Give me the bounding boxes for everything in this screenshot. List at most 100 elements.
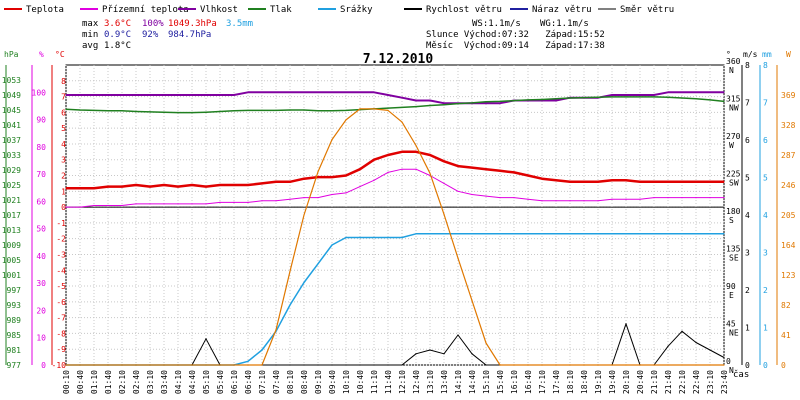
- stats-moon: Měsíc Východ:09:14 Západ:17:38: [426, 41, 605, 51]
- data-point: [205, 203, 207, 205]
- direction-tick-label: 45: [726, 320, 736, 329]
- data-point: [303, 281, 305, 284]
- data-point: [457, 103, 459, 105]
- data-point: [331, 176, 333, 178]
- ms-axis-tick-label: 3: [745, 249, 750, 258]
- data-point: [107, 94, 109, 96]
- data-point: [485, 102, 487, 104]
- x-tick-label: 07:40: [272, 370, 281, 394]
- data-point: [331, 91, 333, 93]
- data-point: [345, 109, 347, 111]
- direction-tick-label: 135: [726, 245, 741, 254]
- data-point: [485, 101, 487, 103]
- x-tick-label: 17:40: [552, 370, 561, 394]
- x-tick-label: 13:40: [440, 370, 449, 394]
- x-tick-label: 19:40: [608, 370, 617, 394]
- data-point: [709, 181, 711, 183]
- data-point: [233, 364, 235, 366]
- data-point: [65, 187, 67, 189]
- data-point: [555, 364, 557, 366]
- ms-axis-tick-label: 0: [745, 361, 750, 370]
- hpa-axis-tick-label: 1049: [2, 91, 21, 100]
- direction-tick-label: 180: [726, 207, 741, 216]
- ms-axis-tick-label: 1: [745, 324, 750, 333]
- data-point: [429, 172, 431, 174]
- data-point: [723, 233, 725, 235]
- celsius-axis-tick-label: 6: [61, 108, 66, 117]
- data-point: [345, 119, 347, 121]
- series-line-teplota: [66, 150, 724, 190]
- data-point: [373, 108, 375, 110]
- celsius-axis-tick-label: -4: [56, 266, 66, 275]
- data-point: [429, 233, 431, 235]
- data-point: [597, 96, 599, 98]
- hpa-axis-tick-label: 1025: [2, 181, 21, 190]
- data-point: [121, 110, 123, 112]
- data-point: [443, 160, 445, 162]
- x-tick-label: 04:40: [188, 370, 197, 394]
- data-point: [121, 364, 123, 366]
- data-point: [247, 109, 249, 111]
- celsius-axis-tick-label: 8: [61, 77, 66, 86]
- data-point: [261, 200, 263, 202]
- data-point: [709, 91, 711, 93]
- data-point: [317, 171, 319, 173]
- x-tick-label: 21:10: [650, 370, 659, 394]
- data-point: [135, 364, 137, 366]
- mm-axis-tick-label: 3: [763, 249, 768, 258]
- direction-tick-dir: SE: [729, 254, 739, 263]
- data-point: [681, 233, 683, 235]
- wm2-axis-tick-label: 164: [781, 241, 796, 250]
- data-point: [611, 96, 613, 98]
- data-point: [611, 198, 613, 200]
- data-point: [667, 233, 669, 235]
- data-point: [401, 97, 403, 99]
- data-point: [611, 364, 613, 366]
- data-point: [163, 94, 165, 96]
- data-point: [499, 233, 501, 235]
- x-tick-label: 16:10: [510, 370, 519, 394]
- direction-tick-label: 270: [726, 132, 741, 141]
- hpa-axis-tick-label: 1053: [2, 76, 21, 85]
- data-point: [359, 168, 361, 170]
- data-point: [345, 174, 347, 177]
- data-point: [331, 110, 333, 112]
- data-point: [387, 364, 389, 366]
- data-point: [555, 200, 557, 202]
- data-point: [135, 94, 137, 96]
- celsius-axis-tick-label: -5: [56, 282, 66, 291]
- data-point: [709, 233, 711, 235]
- data-point: [359, 91, 361, 93]
- data-point: [401, 236, 403, 239]
- data-point: [373, 179, 375, 181]
- hpa-axis-tick-label: 985: [7, 331, 22, 340]
- direction-tick-label: 225: [726, 170, 741, 179]
- celsius-axis-tick-label: -8: [56, 329, 66, 338]
- data-point: [79, 94, 81, 96]
- data-point: [345, 91, 347, 93]
- data-point: [485, 233, 487, 235]
- data-point: [471, 167, 473, 169]
- data-point: [709, 197, 711, 199]
- data-point: [401, 106, 403, 108]
- data-point: [247, 360, 249, 362]
- stats-min-hum: 92%: [142, 30, 159, 40]
- direction-axis-title: °: [726, 50, 731, 59]
- data-point: [387, 154, 389, 156]
- data-point: [163, 364, 165, 366]
- data-point: [499, 100, 501, 102]
- data-point: [205, 94, 207, 96]
- data-point: [709, 349, 711, 351]
- data-point: [625, 179, 627, 181]
- data-point: [121, 94, 123, 96]
- direction-tick-label: 360: [726, 57, 741, 66]
- data-point: [121, 185, 123, 188]
- stats-min-label: min: [82, 30, 98, 40]
- data-point: [331, 364, 333, 366]
- celsius-axis-tick-label: -7: [56, 314, 66, 323]
- data-point: [79, 206, 81, 208]
- data-point: [275, 364, 277, 366]
- data-point: [163, 203, 165, 205]
- data-point: [625, 198, 627, 200]
- data-point: [527, 99, 529, 101]
